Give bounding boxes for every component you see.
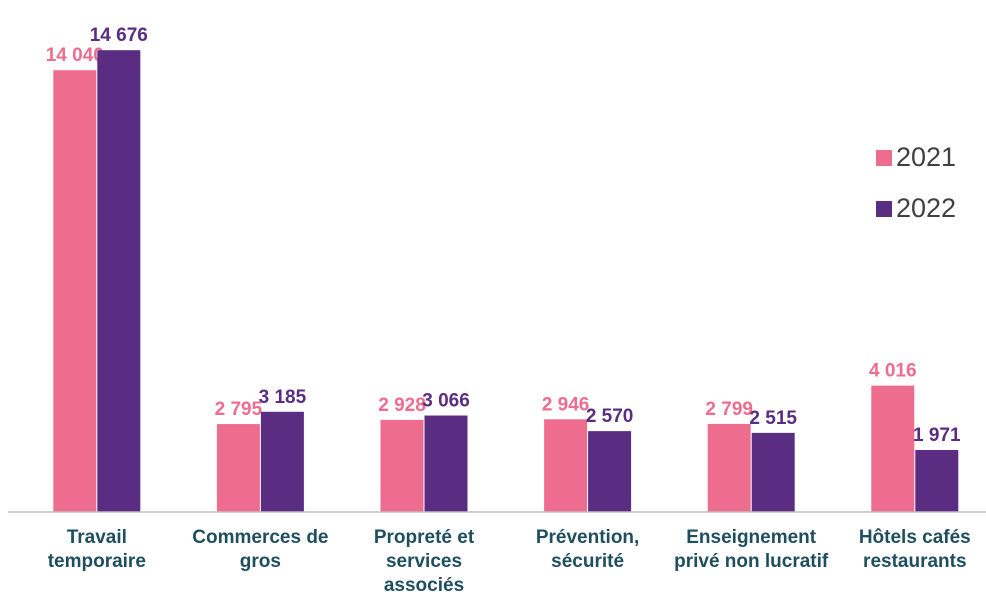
value-label: 2 570	[586, 406, 634, 427]
value-label: 4 016	[869, 361, 917, 382]
bar	[216, 424, 260, 512]
bar	[424, 415, 468, 512]
value-label: 2 946	[542, 394, 590, 415]
value-label: 1 971	[913, 425, 961, 446]
value-label: 2 795	[215, 399, 263, 420]
legend-label: 2021	[896, 142, 956, 172]
x-tick-label: Commerces de gros	[192, 527, 329, 572]
x-tick-label: Travail temporaire	[47, 527, 146, 572]
value-label: 2 515	[749, 408, 797, 429]
bar	[380, 419, 424, 512]
x-tick-label: Enseignement privé non lucratif	[674, 527, 829, 572]
x-tick-label: Hôtels cafés restaurants	[858, 527, 971, 572]
legend-swatch	[876, 201, 892, 217]
value-label: 3 185	[259, 387, 307, 408]
value-label: 2 928	[378, 395, 426, 416]
x-tick-label: Propreté et services associés	[373, 527, 475, 596]
bar	[260, 411, 304, 512]
x-tick-label: Prévention, sécurité	[535, 527, 640, 572]
legend-swatch	[876, 150, 892, 166]
bar	[915, 449, 959, 512]
value-label: 14 040	[46, 45, 104, 66]
bar	[97, 50, 141, 513]
bar	[751, 432, 795, 512]
value-label: 3 066	[422, 391, 470, 412]
bar	[707, 423, 751, 512]
bar	[588, 431, 632, 512]
value-label: 14 676	[90, 25, 148, 46]
legend-label: 2022	[896, 193, 956, 223]
bar	[53, 70, 97, 512]
bar	[544, 419, 588, 512]
value-label: 2 799	[705, 399, 753, 420]
bar	[871, 385, 915, 512]
